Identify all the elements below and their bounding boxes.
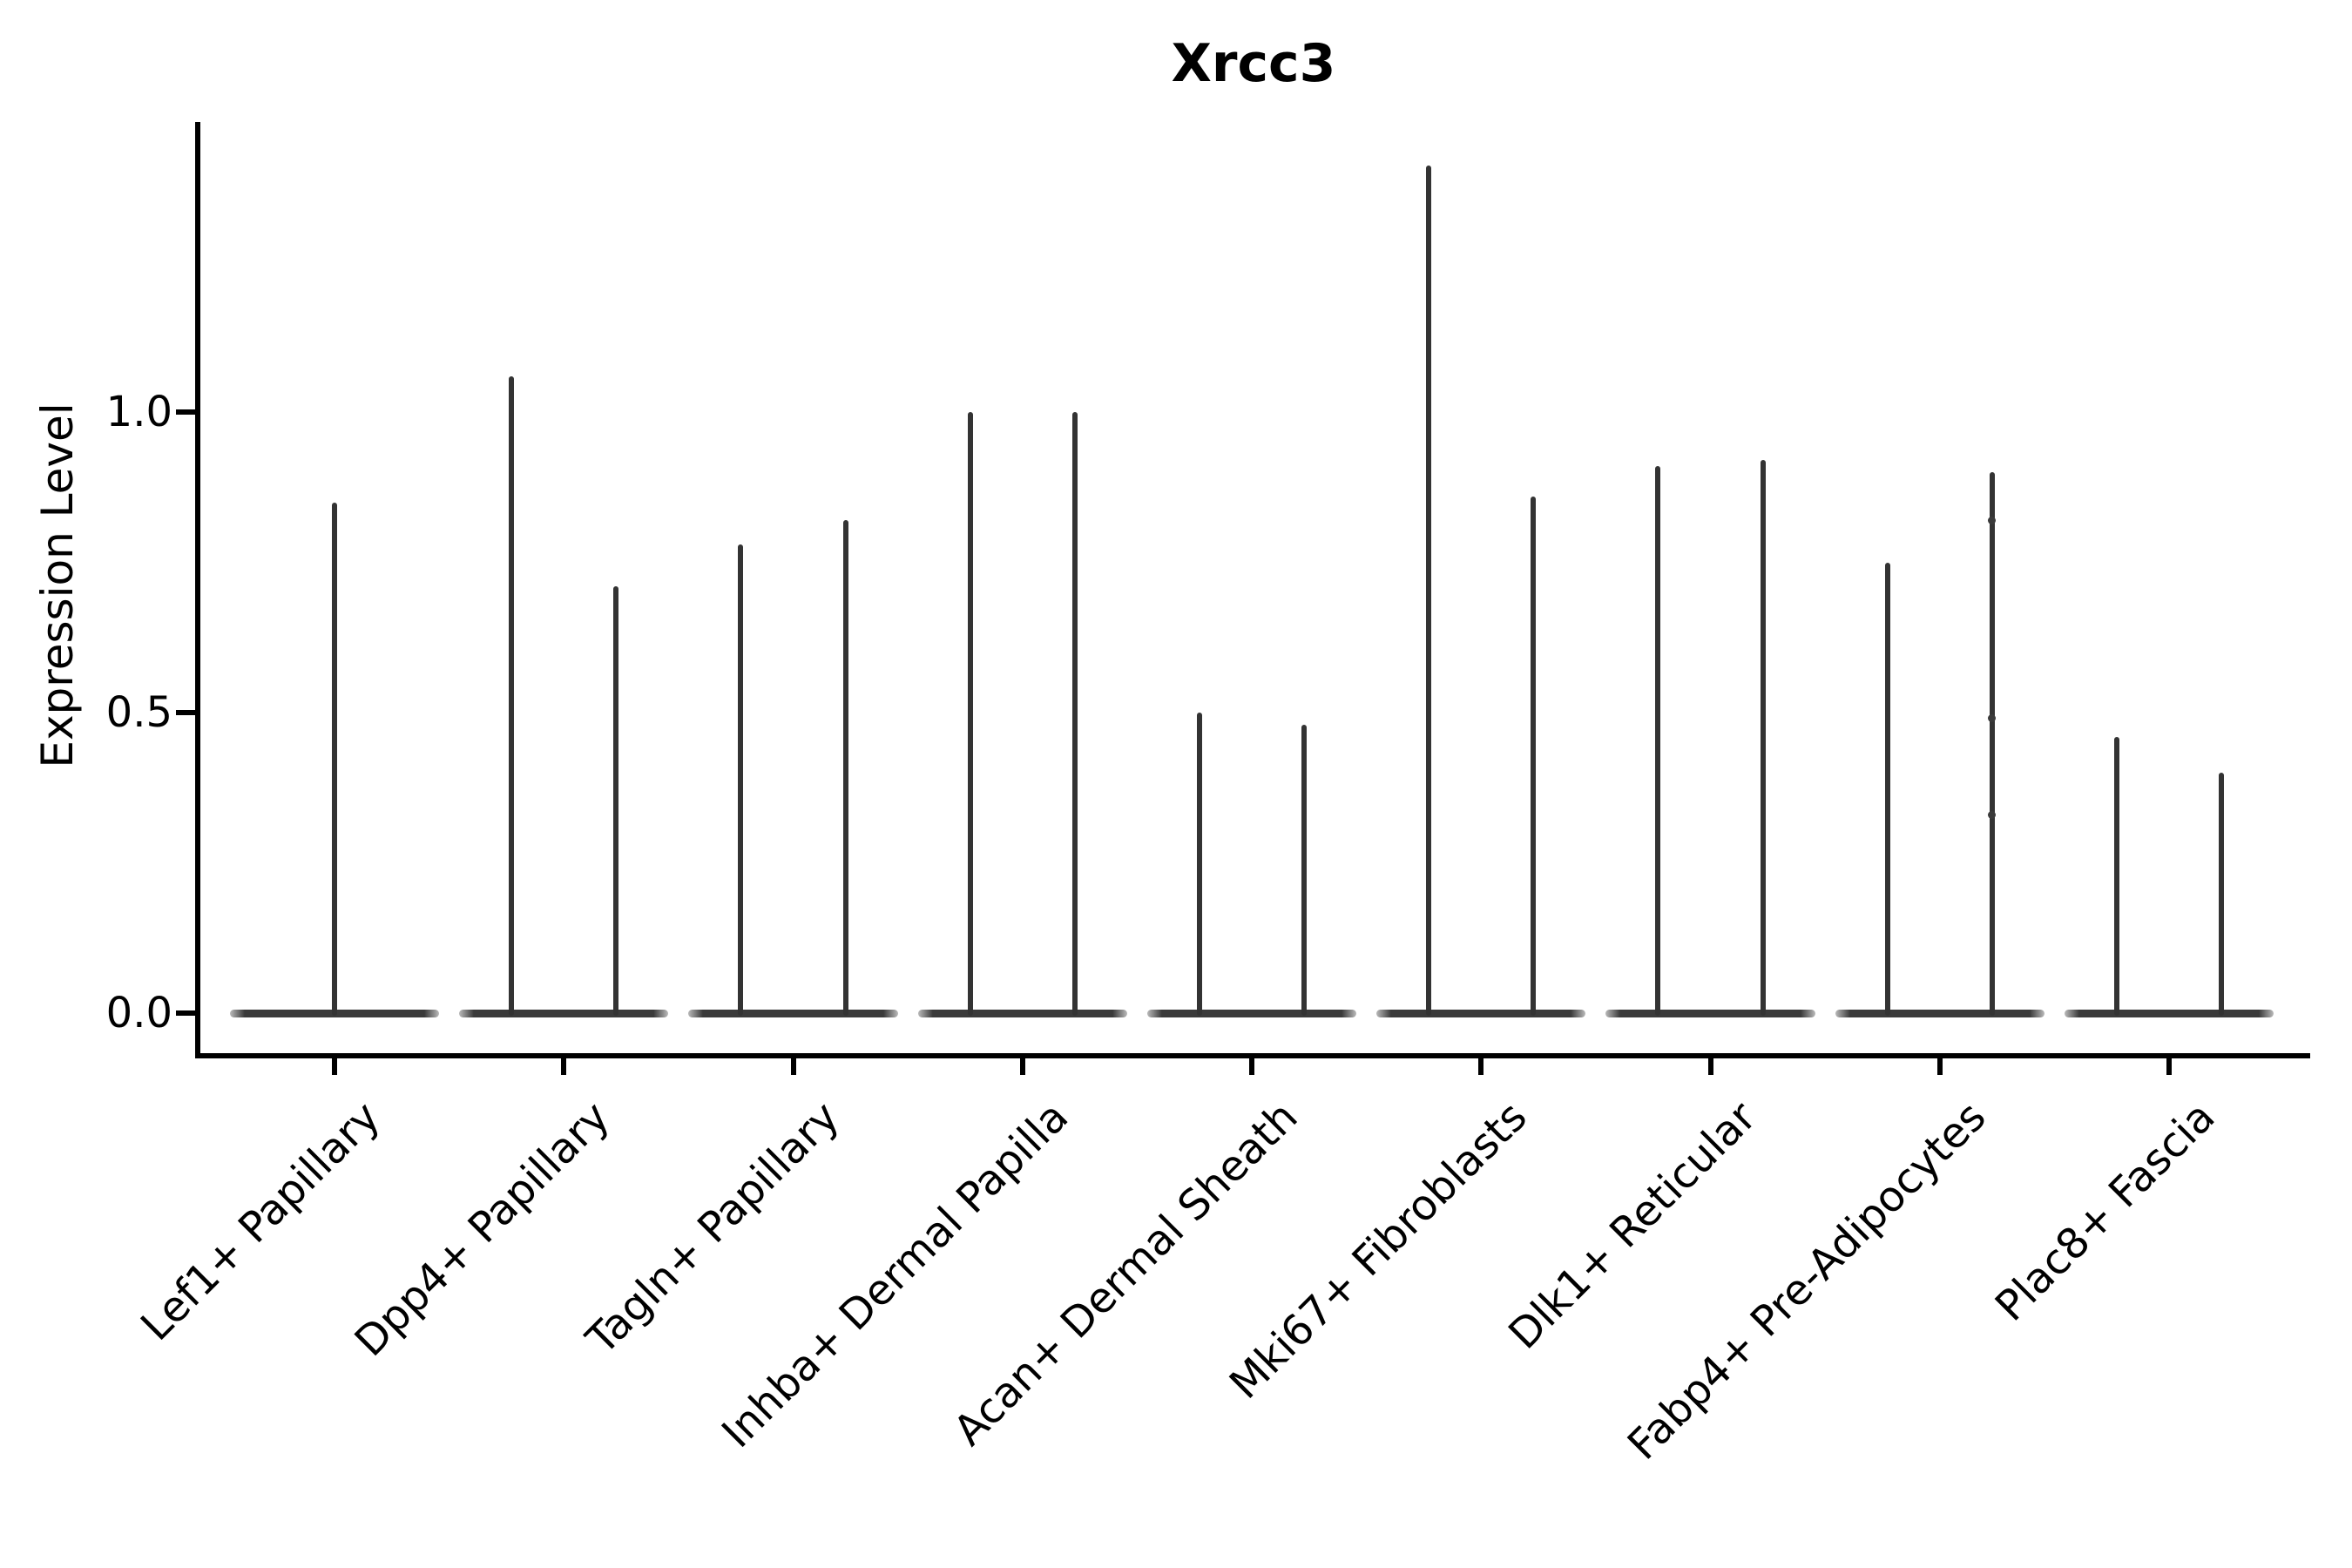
chart-title: Xrcc3 xyxy=(1171,33,1336,94)
violin-base xyxy=(1376,1009,1586,1017)
violin-point xyxy=(1988,810,1997,819)
violin-spike xyxy=(1426,166,1432,1016)
x-tick-label: Tagln+ Papillary xyxy=(577,1092,849,1364)
violin-spike xyxy=(1655,466,1661,1016)
violin-spike xyxy=(332,502,337,1016)
violin-spike xyxy=(1301,724,1308,1016)
x-tick-mark xyxy=(2166,1056,2172,1075)
violin-point xyxy=(1988,516,1997,524)
violin-spike xyxy=(738,544,744,1016)
x-tick-label: Dpp4+ Papillary xyxy=(345,1092,619,1367)
violin-spike xyxy=(509,375,515,1016)
y-tick-mark xyxy=(176,409,197,415)
violin-spike xyxy=(1884,562,1890,1016)
x-tick-label: Dlk1+ Reticular xyxy=(1499,1092,1767,1359)
violin-spike xyxy=(2113,736,2119,1016)
x-tick-mark xyxy=(1019,1056,1025,1075)
x-tick-mark xyxy=(1707,1056,1713,1075)
x-tick-mark xyxy=(790,1056,796,1075)
violin-spike xyxy=(1071,412,1078,1016)
violin-base xyxy=(688,1009,898,1017)
violin-base xyxy=(459,1009,669,1017)
y-axis-spine xyxy=(195,122,200,1058)
violin-spike xyxy=(613,586,619,1016)
x-tick-mark xyxy=(1936,1056,1943,1075)
x-tick-label: Lef1+ Papillary xyxy=(132,1092,390,1350)
violin-spike xyxy=(842,520,848,1016)
y-tick-label: 1.0 xyxy=(105,388,172,436)
violin-base xyxy=(1146,1009,1357,1017)
y-tick-label: 0.0 xyxy=(105,989,172,1037)
y-tick-mark xyxy=(176,1010,197,1016)
x-tick-label: Plac8+ Fascia xyxy=(1986,1092,2225,1331)
x-tick-mark xyxy=(1249,1056,1254,1075)
x-tick-mark xyxy=(561,1056,567,1075)
violin-spike xyxy=(2219,773,2225,1016)
violin-base xyxy=(1835,1009,2044,1017)
violin-spike xyxy=(1760,460,1766,1016)
violin-spike xyxy=(1989,472,1995,1016)
violin-base xyxy=(2064,1009,2274,1017)
violin-spike xyxy=(967,412,973,1016)
violin-spike xyxy=(1531,496,1537,1016)
x-tick-mark xyxy=(332,1056,337,1075)
x-tick-mark xyxy=(1478,1056,1484,1075)
violin-point xyxy=(1988,714,1997,723)
y-tick-label: 0.5 xyxy=(105,688,172,737)
y-tick-mark xyxy=(176,710,197,715)
violin-base xyxy=(1605,1009,1815,1017)
violin-spike xyxy=(1196,713,1202,1016)
violin-base xyxy=(917,1009,1127,1017)
